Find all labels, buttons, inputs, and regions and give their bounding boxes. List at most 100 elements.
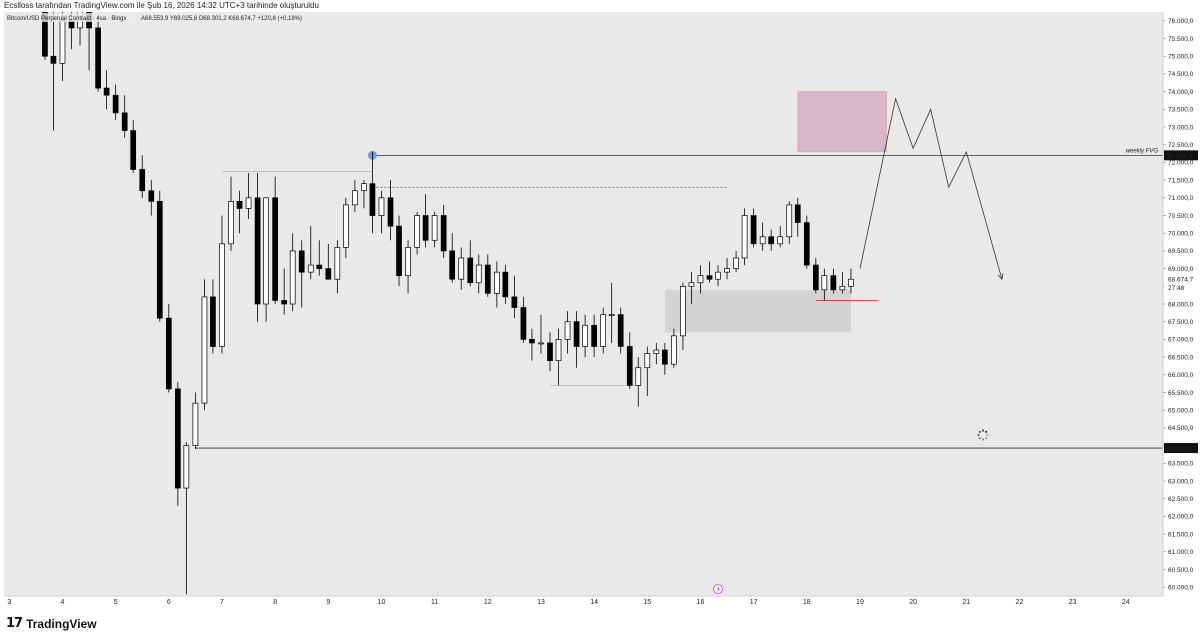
time-tick-label: 11: [431, 599, 438, 606]
supply-zone: [797, 91, 887, 153]
time-tick-label: 23: [1069, 599, 1077, 606]
price-tick-label: 65.500,0: [1168, 390, 1194, 397]
price-tick-label: 68.000,0: [1168, 301, 1194, 308]
candle-bull: [334, 247, 341, 280]
price-tick-label: 72.500,0: [1168, 142, 1194, 149]
candle-bear: [210, 296, 216, 347]
candle-bull: [378, 197, 385, 216]
candle-bear: [547, 342, 553, 361]
candle-bear: [387, 197, 394, 227]
support-price-tag: 63.930,5: [1167, 446, 1193, 453]
candle-bear: [112, 94, 119, 114]
loading-spinner-icon: [977, 429, 989, 441]
candle-bull: [245, 197, 252, 209]
time-tick-label: 13: [537, 599, 545, 606]
tradingview-name: TradingView: [26, 616, 97, 631]
candle-bear: [369, 183, 376, 216]
spinner-dot: [978, 437, 981, 440]
candle-bear: [617, 314, 624, 347]
price-tick-label: 62.500,0: [1168, 496, 1194, 503]
candle-bull: [564, 321, 571, 340]
legend-ohlc: A68.553,9 Y69.025,6 D68.301,2 K68.674,7 …: [141, 16, 302, 22]
price-tick-label: 64.500,0: [1168, 425, 1194, 432]
candle-bull: [192, 402, 199, 446]
time-tick-label: 21: [962, 599, 970, 606]
projection-path: [859, 97, 1003, 280]
candle-bear: [750, 215, 757, 245]
price-tick-label: 65.000,0: [1168, 407, 1194, 414]
price-tick-label: 63.000,0: [1168, 478, 1194, 485]
price-tick-label: 73.500,0: [1168, 107, 1194, 114]
candle-bear: [316, 264, 323, 269]
price-tick-label: 72.000,0: [1168, 160, 1194, 167]
price-tick-label: 62.000,0: [1168, 514, 1194, 521]
candle-bull: [414, 215, 420, 248]
price-tick-label: 60.000,0: [1168, 584, 1194, 591]
price-tick-label: 69.500,0: [1168, 248, 1194, 255]
candle-bull: [777, 236, 784, 245]
candle-bull: [848, 278, 854, 287]
price-tick-label: 67.000,0: [1168, 337, 1194, 344]
candle-bull: [431, 215, 438, 241]
candle-bear: [449, 250, 456, 280]
candle-bear: [165, 317, 172, 390]
candle-bull: [600, 314, 607, 347]
spinner-dot: [981, 438, 985, 441]
candle-bear: [156, 201, 163, 319]
tradingview-logo-icon: 17: [6, 616, 23, 631]
candle-bull: [741, 215, 748, 259]
price-tick-label: 60.500,0: [1168, 567, 1194, 574]
candle-bull: [343, 204, 349, 248]
price-tick-label: 74.000,0: [1168, 89, 1194, 96]
price-tick-label: 66.000,0: [1168, 372, 1194, 379]
candle-bear: [103, 87, 110, 96]
candle-bear: [236, 201, 243, 209]
price-tick-label: 61.500,0: [1168, 531, 1194, 538]
legend-symbol: Bitcoin/USD Perpetual Contract · 4sa · B…: [7, 16, 126, 22]
time-tick-label: 22: [1016, 599, 1024, 606]
price-tick-label: 61.000,0: [1168, 549, 1194, 556]
attribution-text: Ecslloss tarafından TradingView.com ile …: [4, 1, 319, 10]
price-tick-label: 71.000,0: [1168, 195, 1194, 202]
candle-bear: [148, 190, 155, 202]
spinner-dot: [981, 429, 985, 432]
candle-bear: [95, 27, 101, 89]
candle-bear: [396, 225, 402, 277]
price-tick-label: 69.000,0: [1168, 266, 1194, 273]
tradingview-brand[interactable]: 17 TradingView: [6, 616, 97, 631]
candle-bull: [635, 367, 642, 386]
legend-bg: [6, 13, 306, 22]
candle-bear: [661, 349, 668, 365]
candle-bear: [130, 130, 137, 170]
candle-bear: [794, 204, 801, 223]
candle-bear: [591, 324, 597, 347]
time-tick-label: 19: [856, 599, 864, 606]
candle-bear: [325, 268, 332, 280]
candle-bear: [803, 222, 810, 266]
time-tick-label: 24: [1122, 599, 1130, 606]
candle-bear: [42, 12, 48, 57]
time-tick-label: 8: [273, 599, 277, 606]
plot-layer: weekly FVG: [42, 12, 1163, 595]
demand-zone: [664, 289, 851, 333]
candle-bull: [183, 445, 190, 489]
spinner-dot: [977, 433, 980, 437]
price-tick-label: 70.000,0: [1168, 231, 1194, 238]
time-tick-label: 12: [484, 599, 492, 606]
time-tick-label: 4: [61, 599, 65, 606]
time-tick-label: 18: [803, 599, 811, 606]
candle-bear: [440, 215, 447, 252]
candle-bear: [272, 197, 278, 301]
candle-bear: [768, 236, 775, 245]
candle-bear: [298, 250, 305, 273]
candle-bear: [830, 275, 837, 291]
spinner-dot: [986, 433, 989, 437]
support-price-tag-bg: [1164, 443, 1198, 454]
price-tick-label: 67.500,0: [1168, 319, 1194, 326]
candle-bull: [653, 349, 660, 354]
price-tick-label: 76.000,0: [1168, 18, 1194, 25]
candle-bull: [688, 282, 695, 287]
time-tick-label: 17: [750, 599, 758, 606]
candle-bull: [608, 314, 615, 316]
